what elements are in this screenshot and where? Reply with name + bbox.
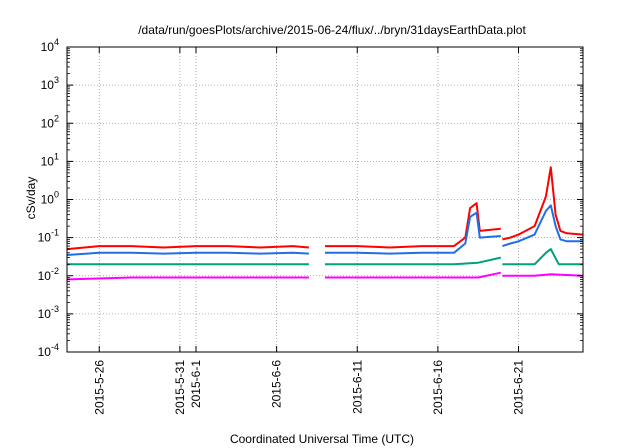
- x-tick-label: 2015-5-31: [173, 360, 187, 415]
- x-tick-label: 2015-6-16: [431, 360, 445, 415]
- y-tick-label: 104: [41, 37, 59, 54]
- y-tick-label: 102: [41, 113, 59, 130]
- series-line-3: [66, 276, 309, 281]
- x-tick-label: 2015-6-6: [270, 360, 284, 408]
- y-tick-label: 10-4: [38, 342, 59, 359]
- x-tick-label: 2015-5-26: [92, 360, 106, 415]
- y-tick-label: 103: [41, 75, 59, 92]
- series-line-2: [325, 256, 502, 266]
- series-line-3: [502, 273, 584, 277]
- x-tick-label: 2015-6-11: [350, 360, 364, 414]
- series-line-1: [325, 211, 501, 255]
- y-tick-label: 101: [41, 151, 59, 168]
- y-tick-label: 100: [41, 190, 59, 207]
- series-line-1: [502, 204, 583, 248]
- chart-title: /data/run/goesPlots/archive/2015-06-24/f…: [138, 23, 526, 37]
- series-line-0: [66, 245, 309, 251]
- series-line-0: [502, 166, 584, 241]
- y-tick-label: 10-2: [38, 266, 59, 283]
- plot-area: [66, 166, 584, 281]
- axes: 10-4 10-3 10-2 10-1 100 101 102 103 104 2015-5-26…: [38, 37, 583, 415]
- y-tick-label: 10-3: [38, 304, 59, 321]
- x-tick-label: 2015-6-21: [512, 360, 526, 415]
- grid: [67, 47, 583, 352]
- y-axis-label: cSv/day: [24, 177, 38, 220]
- series-line-2: [502, 248, 583, 266]
- x-axis-label: Coordinated Universal Time (UTC): [230, 432, 414, 446]
- series-line-3: [325, 271, 502, 279]
- series-line-1: [66, 251, 309, 256]
- series-line-0: [325, 202, 501, 249]
- y-tick-label: 10-1: [38, 228, 59, 245]
- x-tick-label: 2015-6-1: [189, 360, 203, 408]
